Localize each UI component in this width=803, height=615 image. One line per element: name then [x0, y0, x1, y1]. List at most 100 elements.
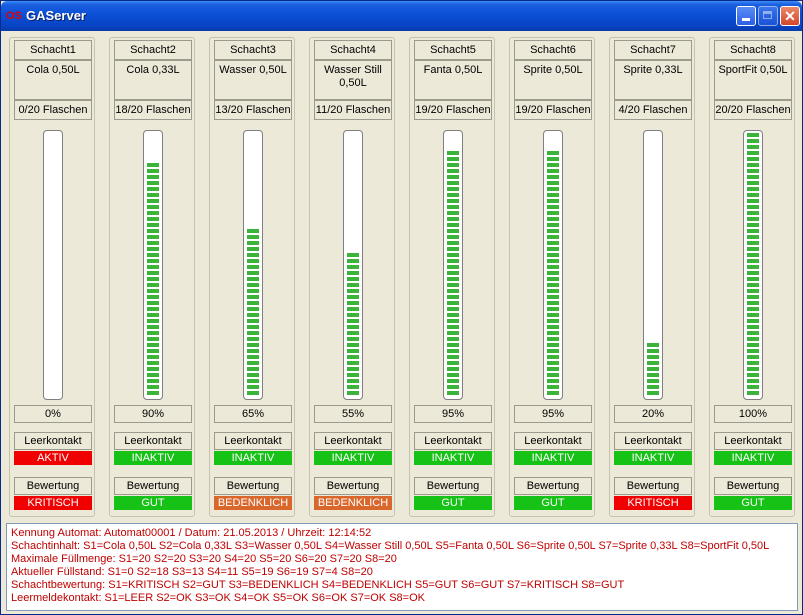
leerkontakt-label: Leerkontakt [514, 432, 592, 450]
fill-segment [347, 367, 359, 371]
bewertung-status: BEDENKLICH [314, 496, 392, 510]
fill-segment [247, 283, 259, 287]
fill-segment [647, 391, 659, 395]
fill-segment [347, 301, 359, 305]
fill-segment [147, 181, 159, 185]
slot-name: Schacht6 [514, 40, 592, 60]
log-line: Maximale Füllmenge: S1=20 S2=20 S3=20 S4… [11, 553, 397, 565]
fill-segment [747, 253, 759, 257]
fill-segment [747, 175, 759, 179]
fill-segment [547, 163, 559, 167]
title-bar[interactable]: OS GAServer ✕ [1, 1, 802, 31]
fill-segment [447, 151, 459, 155]
fill-segment [647, 367, 659, 371]
fill-segment [347, 253, 359, 257]
slot-name: Schacht4 [314, 40, 392, 60]
fill-level-gauge [543, 130, 563, 400]
fill-percent: 95% [414, 405, 492, 423]
fill-segment [147, 199, 159, 203]
minimize-icon [742, 18, 750, 21]
fill-segment [747, 361, 759, 365]
fill-level-gauge [643, 130, 663, 400]
fill-segment [547, 319, 559, 323]
fill-segment [747, 151, 759, 155]
fill-segment [747, 265, 759, 269]
fill-segment [447, 247, 459, 251]
fill-segment [547, 193, 559, 197]
fill-segment [747, 211, 759, 215]
maximize-icon [763, 11, 772, 19]
fill-segment [147, 385, 159, 389]
slot-name: Schacht1 [14, 40, 92, 60]
fill-segment [747, 289, 759, 293]
fill-segment [247, 301, 259, 305]
slot-panel: Schacht4 Wasser Still 0,50L 11/20 Flaschen… [309, 37, 395, 517]
fill-segment [447, 319, 459, 323]
fill-segment [247, 373, 259, 377]
fill-segment [347, 355, 359, 359]
fill-segment [747, 235, 759, 239]
fill-percent: 55% [314, 405, 392, 423]
fill-segment [447, 157, 459, 161]
fill-segment [747, 283, 759, 287]
fill-segment [147, 337, 159, 341]
fill-segment [547, 277, 559, 281]
leerkontakt-status: INAKTIV [214, 451, 292, 465]
fill-level-gauge [743, 130, 763, 400]
fill-segment [747, 247, 759, 251]
fill-level-gauge [243, 130, 263, 400]
leerkontakt-label: Leerkontakt [14, 432, 92, 450]
fill-segment [147, 247, 159, 251]
slot-panel: Schacht3 Wasser 0,50L 13/20 Flaschen 65% Lee… [209, 37, 295, 517]
close-button[interactable]: ✕ [780, 6, 800, 26]
minimize-button[interactable] [736, 6, 756, 26]
fill-segment [447, 271, 459, 275]
fill-segment [247, 295, 259, 299]
leerkontakt-label: Leerkontakt [714, 432, 792, 450]
leerkontakt-label: Leerkontakt [414, 432, 492, 450]
fill-segment [347, 337, 359, 341]
fill-segment [547, 247, 559, 251]
fill-segment [147, 367, 159, 371]
fill-segment [247, 229, 259, 233]
fill-segment [447, 169, 459, 173]
fill-segment [347, 349, 359, 353]
fill-percent: 0% [14, 405, 92, 423]
fill-segment [147, 343, 159, 347]
fill-segment [147, 235, 159, 239]
fill-segment [747, 385, 759, 389]
slot-content: Cola 0,50L [14, 60, 92, 100]
fill-segment [147, 277, 159, 281]
fill-segment [547, 265, 559, 269]
bewertung-label: Bewertung [714, 477, 792, 495]
fill-level-bar [647, 343, 659, 395]
fill-level-gauge [43, 130, 63, 400]
fill-segment [747, 229, 759, 233]
slot-bottle-count: 13/20 Flaschen [214, 100, 292, 120]
fill-segment [747, 181, 759, 185]
fill-segment [647, 355, 659, 359]
fill-segment [347, 343, 359, 347]
fill-segment [547, 331, 559, 335]
fill-segment [147, 349, 159, 353]
fill-segment [547, 301, 559, 305]
bewertung-label: Bewertung [14, 477, 92, 495]
bewertung-status: KRITISCH [14, 496, 92, 510]
log-line: Schachtbewertung: S1=KRITISCH S2=GUT S3=… [11, 579, 625, 591]
leerkontakt-status: AKTIV [14, 451, 92, 465]
fill-segment [347, 373, 359, 377]
fill-segment [147, 271, 159, 275]
maximize-button[interactable] [758, 6, 778, 26]
fill-segment [147, 355, 159, 359]
fill-segment [447, 265, 459, 269]
fill-segment [747, 295, 759, 299]
fill-segment [547, 241, 559, 245]
fill-segment [547, 361, 559, 365]
fill-segment [747, 391, 759, 395]
fill-segment [347, 361, 359, 365]
fill-segment [747, 373, 759, 377]
fill-segment [247, 253, 259, 257]
slot-bottle-count: 19/20 Flaschen [414, 100, 492, 120]
slot-panel: Schacht6 Sprite 0,50L 19/20 Flaschen 95% Lee… [509, 37, 595, 517]
bewertung-label: Bewertung [314, 477, 392, 495]
